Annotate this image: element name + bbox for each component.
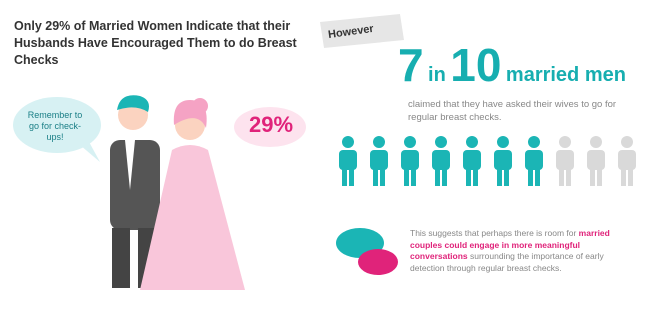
note-text: This suggests that perhaps there is room… <box>410 228 579 238</box>
note: This suggests that perhaps there is room… <box>410 228 635 274</box>
stat-label: married men <box>506 64 626 86</box>
person-icon <box>370 136 388 186</box>
description: claimed that they have asked their wives… <box>408 98 628 124</box>
person-icon <box>556 136 574 186</box>
person-icon <box>432 136 450 186</box>
stat-count: 7 <box>398 39 424 91</box>
chat-icon <box>336 228 398 275</box>
percent-text: 29% <box>240 112 302 138</box>
person-icon <box>463 136 481 186</box>
person-icon <box>618 136 636 186</box>
title: Only 29% of Married Women Indicate that … <box>14 18 299 69</box>
icon-row <box>339 136 636 186</box>
person-icon <box>401 136 419 186</box>
person-icon <box>587 136 605 186</box>
person-icon <box>339 136 357 186</box>
page: Only 29% of Married Women Indicate that … <box>0 0 648 315</box>
stat-in: in <box>428 64 446 86</box>
speech-text: Remember to go for check-ups! <box>22 110 88 143</box>
person-icon <box>494 136 512 186</box>
stat-total: 10 <box>450 39 501 91</box>
person-icon <box>525 136 543 186</box>
stat: 7 in 10 married men <box>398 38 626 92</box>
